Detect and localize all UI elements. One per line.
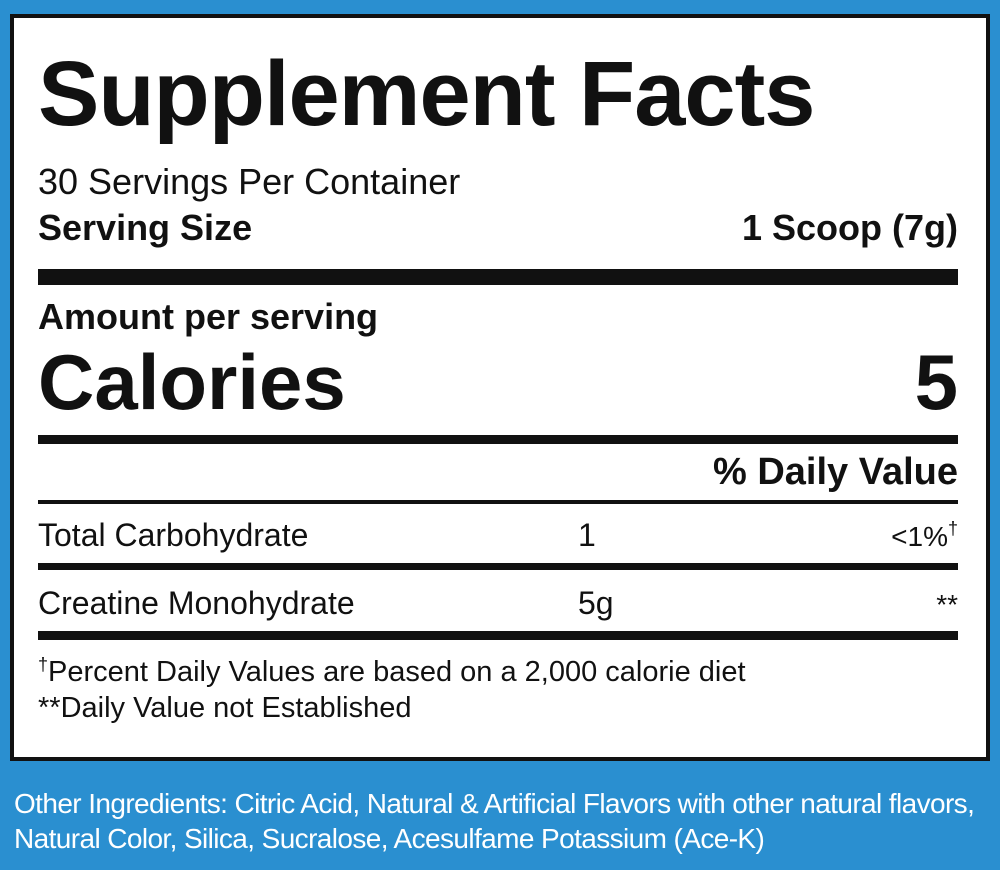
footnote-not-established: **Daily Value not Established [38, 692, 412, 725]
row-divider [38, 562, 958, 570]
nutrient-daily-value: <1% [891, 520, 948, 552]
daily-value-header: % Daily Value [712, 450, 958, 493]
nutrient-name: Creatine Monohydrate [38, 584, 355, 621]
nutrient-row: Total Carbohydrate 1 <1%† [38, 516, 958, 553]
nutrient-daily-value-cell: <1%† [891, 518, 958, 553]
nutrient-amount: 5g [578, 584, 614, 621]
other-ingredients: Other Ingredients: Citric Acid, Natural … [14, 788, 975, 854]
nutrient-daily-value: ** [936, 588, 958, 620]
supplement-facts-panel: Supplement Facts 30 Servings Per Contain… [10, 14, 990, 761]
nutrient-daily-value-cell: ** [936, 586, 958, 621]
serving-size-value: 1 Scoop (7g) [741, 206, 958, 248]
dagger-mark: † [947, 517, 958, 538]
dagger-mark: † [38, 654, 49, 675]
serving-size-row: Serving Size 1 Scoop (7g) [38, 206, 958, 248]
thin-divider [38, 499, 958, 504]
thick-divider [38, 269, 958, 286]
serving-size-label: Serving Size [38, 206, 253, 248]
bottom-divider [38, 630, 958, 640]
nutrient-row: Creatine Monohydrate 5g ** [38, 584, 958, 621]
calories-value: 5 [914, 337, 958, 426]
footnote-daily-values: †Percent Daily Values are based on a 2,0… [38, 654, 958, 690]
nutrient-amount: 1 [578, 516, 596, 553]
servings-per-container: 30 Servings Per Container [38, 161, 461, 202]
calories-row: Calories 5 [38, 343, 958, 421]
label-title: Supplement Facts [38, 43, 815, 145]
medium-divider [38, 434, 958, 444]
nutrient-name: Total Carbohydrate [38, 516, 309, 553]
calories-label: Calories [38, 337, 346, 426]
footnotes: †Percent Daily Values are based on a 2,0… [38, 654, 958, 727]
amount-per-serving: Amount per serving [38, 296, 379, 338]
footnote-text: Percent Daily Values are based on a 2,00… [48, 655, 746, 688]
